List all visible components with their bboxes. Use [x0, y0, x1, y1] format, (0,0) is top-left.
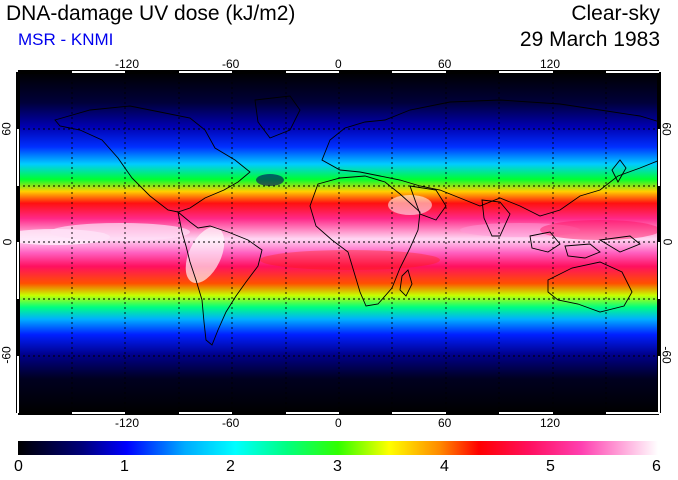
colorbar-label: 0 [14, 458, 23, 475]
colorbar-label: 3 [333, 458, 342, 475]
lon-tick-top: -120 [115, 57, 140, 71]
lon-tick-bottom: 120 [540, 416, 561, 430]
lat-tick-right: -60 [659, 346, 674, 364]
lat-tick-left: 0 [0, 238, 15, 246]
lon-tick-top: 60 [438, 57, 452, 71]
map-title: DNA-damage UV dose (kJ/m2) [6, 2, 296, 25]
lon-tick-bottom: 0 [335, 416, 342, 430]
lon-tick-bottom: -120 [115, 416, 140, 430]
source-label: MSR - KNMI [18, 30, 114, 49]
graticule [18, 72, 659, 413]
lon-tick-top: -60 [222, 57, 240, 71]
lat-tick-left: 60 [0, 122, 14, 136]
colorbar-label: 5 [546, 458, 555, 475]
colorbar [18, 441, 658, 455]
uv-field [18, 72, 659, 413]
lon-tick-top: 120 [540, 57, 561, 71]
lat-tick-right: 0 [660, 238, 675, 246]
field-highlights [18, 174, 659, 284]
date-label: 29 March 1983 [519, 28, 660, 51]
colorbar-label: 2 [226, 458, 235, 475]
lat-tick-left: -60 [0, 346, 14, 364]
colorbar-label: 4 [440, 458, 449, 475]
sky-condition-label: Clear-sky [571, 2, 660, 25]
map-frame [16, 70, 661, 415]
lon-tick-top: 0 [335, 57, 342, 71]
lat-tick-right: 60 [659, 122, 674, 136]
lon-tick-bottom: -60 [222, 416, 240, 430]
lon-tick-bottom: 60 [438, 416, 452, 430]
colorbar-label: 6 [652, 458, 661, 475]
colorbar-label: 1 [120, 458, 129, 475]
